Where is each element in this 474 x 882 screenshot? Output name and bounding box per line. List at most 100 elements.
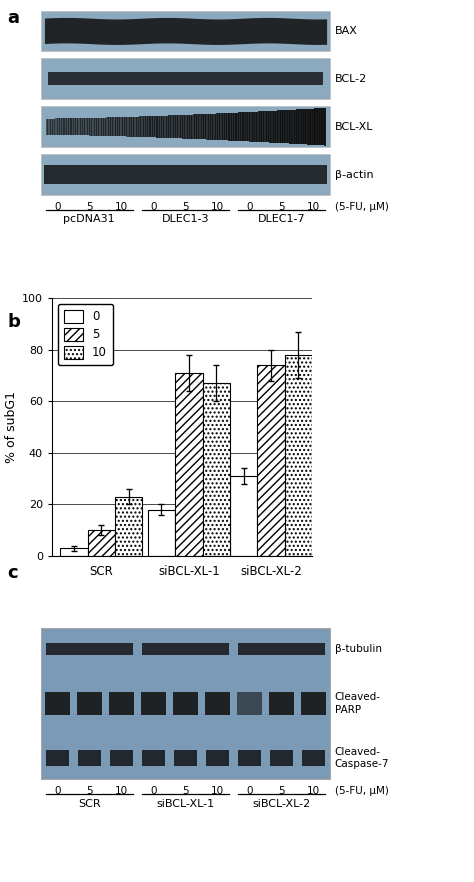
Bar xyxy=(116,117,117,136)
Bar xyxy=(277,110,278,143)
Bar xyxy=(252,112,253,142)
Bar xyxy=(163,116,164,138)
Bar xyxy=(173,691,198,715)
Bar xyxy=(167,116,168,138)
Bar xyxy=(47,118,48,135)
Bar xyxy=(143,116,144,137)
Text: BCL-2: BCL-2 xyxy=(335,74,367,84)
Bar xyxy=(171,116,172,138)
Bar xyxy=(246,112,247,141)
Bar xyxy=(294,109,295,144)
Bar xyxy=(181,115,182,138)
Bar xyxy=(103,117,104,136)
Bar xyxy=(105,117,107,136)
Bar xyxy=(50,118,51,135)
Bar xyxy=(278,110,279,143)
Bar xyxy=(200,114,201,139)
Bar xyxy=(206,750,229,766)
Text: 5: 5 xyxy=(86,786,92,796)
Bar xyxy=(58,118,59,135)
Bar xyxy=(175,373,202,556)
Bar xyxy=(319,108,320,146)
Bar xyxy=(151,116,152,138)
Bar xyxy=(240,112,241,141)
Bar xyxy=(169,116,170,138)
Bar xyxy=(59,118,60,135)
Bar xyxy=(231,113,232,140)
Bar xyxy=(153,116,154,138)
Bar xyxy=(112,117,113,136)
Bar xyxy=(64,118,65,135)
Bar xyxy=(141,691,166,715)
Bar xyxy=(123,117,124,137)
Bar xyxy=(96,117,97,136)
Bar xyxy=(138,116,139,137)
Bar xyxy=(202,114,204,139)
Bar xyxy=(233,113,235,141)
Bar xyxy=(256,112,257,142)
Bar xyxy=(118,117,119,136)
Bar xyxy=(47,72,323,86)
Bar xyxy=(131,116,132,137)
Bar xyxy=(229,113,230,140)
Bar xyxy=(263,111,264,142)
Bar xyxy=(51,118,52,135)
Text: β-tubulin: β-tubulin xyxy=(335,644,382,654)
Bar xyxy=(93,118,95,136)
Bar xyxy=(100,117,101,136)
Bar xyxy=(302,109,304,145)
Bar xyxy=(323,108,324,146)
Bar xyxy=(99,117,100,136)
Bar xyxy=(240,112,241,141)
Bar xyxy=(257,365,284,556)
Bar xyxy=(132,116,133,137)
Bar xyxy=(87,118,88,136)
Bar xyxy=(193,115,194,139)
Bar xyxy=(255,112,256,142)
Bar xyxy=(85,118,86,136)
Bar xyxy=(53,118,54,135)
Bar xyxy=(146,116,148,138)
Bar xyxy=(193,115,194,139)
Bar xyxy=(226,113,227,140)
Bar xyxy=(185,115,186,138)
Bar xyxy=(298,109,299,144)
Bar xyxy=(114,117,115,136)
Text: a: a xyxy=(7,9,19,26)
Bar xyxy=(286,110,287,144)
Bar xyxy=(87,118,88,136)
Bar xyxy=(285,110,286,144)
Bar xyxy=(236,113,237,141)
Bar xyxy=(178,115,179,138)
Bar xyxy=(237,113,238,141)
Bar xyxy=(205,114,207,139)
Bar xyxy=(165,116,166,138)
Bar xyxy=(253,112,254,142)
Bar xyxy=(128,116,129,137)
Bar xyxy=(162,116,163,138)
Bar xyxy=(99,117,100,136)
Bar xyxy=(62,118,63,135)
Bar xyxy=(276,110,277,143)
Bar xyxy=(217,114,219,140)
Bar xyxy=(149,116,151,138)
Bar xyxy=(124,117,125,137)
Bar xyxy=(108,117,109,136)
Bar xyxy=(269,691,294,715)
Bar xyxy=(82,118,83,135)
Bar xyxy=(296,109,297,144)
Bar xyxy=(152,116,153,138)
Bar xyxy=(158,116,159,138)
Bar xyxy=(145,116,146,137)
Bar xyxy=(152,116,153,138)
Bar xyxy=(314,108,315,145)
Bar xyxy=(45,691,70,715)
Bar xyxy=(148,510,175,556)
Bar xyxy=(249,112,250,141)
Bar xyxy=(83,118,84,135)
Text: 0: 0 xyxy=(150,786,157,796)
Bar xyxy=(222,113,223,140)
Legend: 0, 5, 10: 0, 5, 10 xyxy=(58,304,113,365)
Bar xyxy=(164,116,165,138)
Bar xyxy=(245,112,246,141)
